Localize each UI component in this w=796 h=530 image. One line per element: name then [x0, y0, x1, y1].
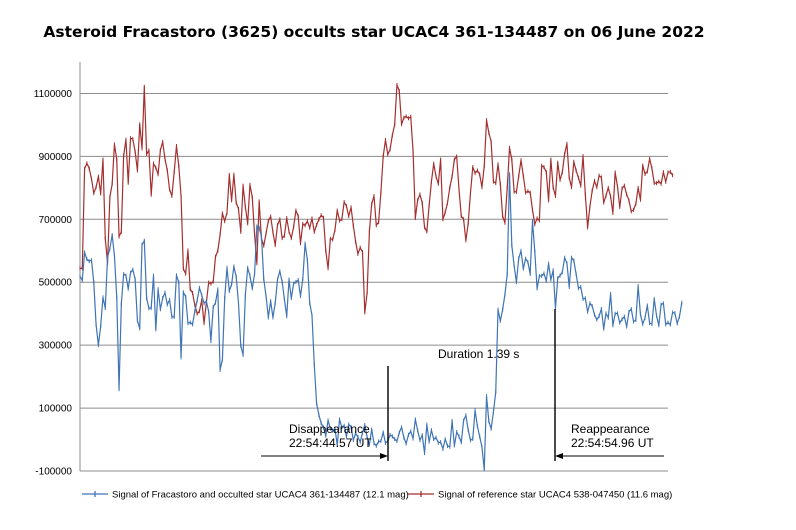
reappearance-arrowhead [555, 453, 563, 459]
series-reference-star [79, 82, 674, 326]
y-tick-label: -100000 [35, 467, 72, 478]
disappearance-label: Disappearance [289, 422, 370, 436]
reappearance-time: 22:54:54.96 UT [571, 436, 654, 450]
y-tick-labels: -100000 100000 300000 500000 700000 900000 110… [34, 89, 73, 478]
y-tick-label: 1100000 [34, 89, 73, 100]
y-tick-label: 500000 [39, 278, 73, 289]
event-markers [261, 309, 664, 461]
legend-entry-target: Signal of Fracastoro and occulted star U… [82, 490, 409, 501]
legend-label-target: Signal of Fracastoro and occulted star U… [112, 490, 409, 501]
series-target-star [79, 172, 683, 472]
legend-entry-reference: Signal of reference star UCAC4 538-04745… [408, 490, 672, 501]
y-tick-label: 900000 [39, 152, 73, 163]
series-layer [79, 82, 683, 472]
y-tick-label: 100000 [39, 404, 73, 415]
chart-title: Asteroid Fracastoro (3625) occults star … [43, 23, 704, 41]
gridlines [80, 92, 668, 472]
series-line [80, 84, 674, 324]
reappearance-label: Reappearance [571, 422, 650, 436]
duration-label: Duration 1.39 s [438, 347, 519, 361]
y-tick-label: 300000 [39, 341, 73, 352]
disappearance-time: 22:54:44.57 UT [289, 436, 372, 450]
legend: Signal of Fracastoro and occulted star U… [82, 490, 672, 501]
disappearance-arrowhead [380, 453, 388, 459]
legend-label-reference: Signal of reference star UCAC4 538-04745… [438, 490, 672, 501]
y-tick-label: 700000 [39, 215, 73, 226]
